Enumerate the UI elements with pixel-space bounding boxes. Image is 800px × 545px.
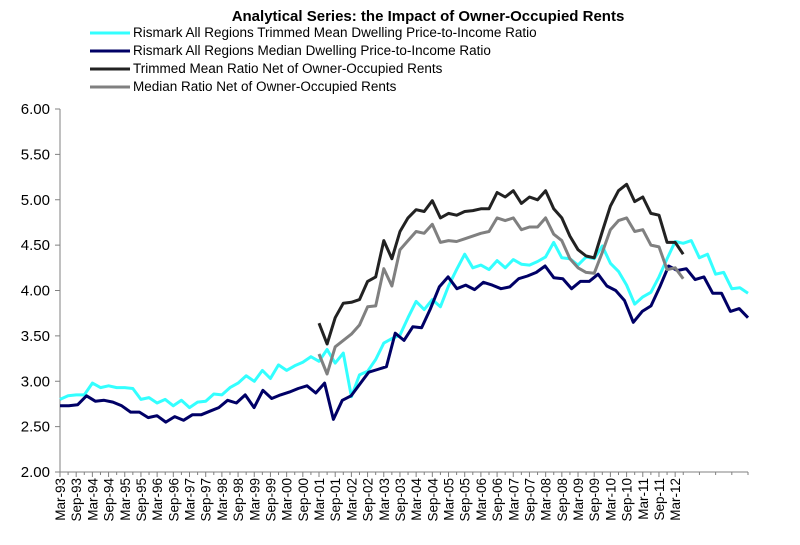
x-tick-label: Mar-04: [409, 478, 424, 521]
y-tick-label: 4.50: [21, 237, 50, 254]
x-tick-label: Sep-02: [361, 478, 376, 522]
x-tick-label: Sep-99: [263, 478, 278, 522]
x-tick-label: Sep-96: [166, 478, 181, 522]
x-tick-label: Mar-97: [183, 478, 198, 521]
x-tick-label: Sep-04: [425, 478, 440, 522]
series-line-4: [317, 216, 685, 376]
x-tick-label: Sep-94: [102, 478, 117, 522]
x-tick-label: Mar-07: [506, 478, 521, 521]
x-tick-label: Sep-98: [231, 478, 246, 522]
x-tick-label: Mar-12: [668, 478, 683, 521]
x-tick-label: Sep-03: [393, 478, 408, 522]
series-group: [59, 182, 750, 424]
x-tick-label: Mar-06: [474, 478, 489, 521]
x-tick-label: Mar-03: [377, 478, 392, 521]
x-tick-label: Mar-10: [603, 478, 618, 521]
chart-title: Analytical Series: the Impact of Owner-O…: [232, 8, 625, 25]
x-tick-label: Mar-94: [85, 478, 100, 521]
x-tick-label: Mar-96: [150, 478, 165, 521]
axes: [59, 109, 748, 473]
x-tick-label: Sep-08: [555, 478, 570, 522]
x-tick-label: Sep-10: [620, 478, 635, 522]
legend-label-2: Rismark All Regions Median Dwelling Pric…: [133, 43, 491, 58]
y-tick-label: 2.00: [21, 464, 50, 481]
x-tick-label: Mar-00: [280, 478, 295, 521]
x-tick-label: Mar-93: [53, 478, 68, 521]
legend-label-4: Median Ratio Net of Owner-Occupied Rents: [133, 79, 397, 94]
legend: Rismark All Regions Trimmed Mean Dwellin…: [90, 25, 537, 94]
legend-label-3: Trimmed Mean Ratio Net of Owner-Occupied…: [133, 61, 443, 76]
y-tick-label: 2.50: [21, 419, 50, 436]
legend-label-1: Rismark All Regions Trimmed Mean Dwellin…: [133, 25, 537, 40]
y-tick-label: 5.50: [21, 146, 50, 163]
x-tick-label: Mar-99: [247, 478, 262, 521]
y-axis-ticks: 2.00 2.50 3.00 3.50 4.00 4.50 5.00 5.50 6.00: [21, 101, 60, 481]
x-tick-label: Sep-95: [134, 478, 149, 522]
x-tick-label: Sep-05: [458, 478, 473, 522]
x-tick-label: Sep-00: [296, 478, 311, 522]
series-line-2: [60, 264, 750, 424]
x-tick-label: Mar-98: [215, 478, 230, 521]
y-tick-label: 5.00: [21, 192, 50, 209]
x-tick-label: Sep-09: [587, 478, 602, 522]
x-tick-label: Mar-95: [118, 478, 133, 521]
series-line-1: [59, 239, 749, 410]
x-tick-label: Sep-93: [69, 478, 84, 522]
x-tick-label: Mar-01: [312, 478, 327, 521]
y-tick-label: 3.50: [21, 328, 50, 345]
x-tick-label: Mar-02: [344, 478, 359, 521]
x-tick-label: Mar-11: [636, 478, 651, 520]
x-tick-label: Sep-01: [328, 478, 343, 522]
x-tick-label: Mar-09: [571, 478, 586, 521]
y-tick-label: 6.00: [21, 101, 50, 118]
y-tick-label: 3.00: [21, 373, 50, 390]
x-tick-label: Sep-97: [199, 478, 214, 522]
x-tick-label: Mar-08: [539, 478, 554, 521]
x-axis-ticks: Mar-93 Sep-93 Mar-94 Sep-94 Mar-95 Sep-95 Mar-…: [53, 472, 749, 522]
x-tick-label: Sep-11: [652, 478, 667, 521]
x-tick-label: Sep-06: [490, 478, 505, 522]
x-tick-label: Mar-05: [442, 478, 457, 521]
x-tick-label: Sep-07: [522, 478, 537, 522]
series-line-3: [317, 182, 685, 346]
y-tick-label: 4.00: [21, 283, 50, 300]
